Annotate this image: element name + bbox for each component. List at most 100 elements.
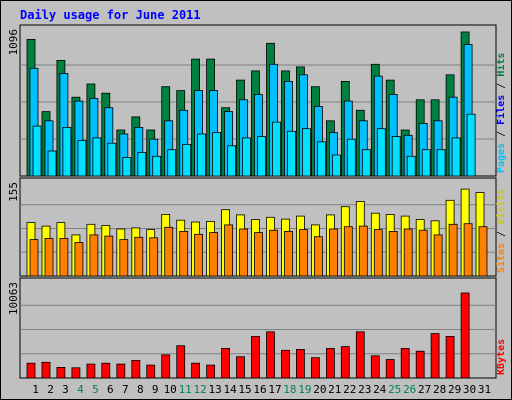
bar-middle-sites-14 xyxy=(224,224,234,277)
bar-bottom-kbytes-24 xyxy=(370,355,380,379)
bar-bottom-kbytes-2 xyxy=(41,361,51,379)
bar-top-pages-1 xyxy=(32,125,42,177)
x-tick-11: 11 xyxy=(179,383,192,396)
side-legend-pages: Pages xyxy=(496,143,507,173)
bar-middle-sites-13 xyxy=(209,232,219,277)
bar-bottom-kbytes-22 xyxy=(340,346,350,379)
x-tick-31: 31 xyxy=(478,383,491,396)
x-tick-16: 16 xyxy=(253,383,266,396)
x-tick-22: 22 xyxy=(343,383,356,396)
bar-bottom-kbytes-27 xyxy=(415,350,425,379)
panel-top-ymax-label: 1096 xyxy=(7,29,20,56)
x-tick-17: 17 xyxy=(268,383,281,396)
bar-middle-sites-7 xyxy=(119,239,129,277)
bar-top-pages-18 xyxy=(287,130,296,177)
bar-top-pages-29 xyxy=(451,137,461,177)
side-legend-separator: / xyxy=(496,225,507,243)
bar-bottom-kbytes-17 xyxy=(266,331,275,379)
bar-middle-sites-15 xyxy=(239,228,248,277)
bar-top-pages-5 xyxy=(92,137,102,177)
x-tick-13: 13 xyxy=(208,383,221,396)
bar-top-pages-8 xyxy=(137,151,147,177)
bar-bottom-kbytes-28 xyxy=(430,333,440,379)
x-tick-4: 4 xyxy=(77,383,84,396)
panel-middle-ymax-label: 155 xyxy=(7,182,20,202)
x-tick-26: 26 xyxy=(403,383,416,396)
x-tick-24: 24 xyxy=(373,383,387,396)
chart-title: Daily usage for June 2011 xyxy=(20,8,201,22)
bar-middle-sites-22 xyxy=(343,226,353,277)
bar-top-pages-15 xyxy=(242,137,251,177)
bar-middle-sites-29 xyxy=(448,223,458,277)
bar-bottom-kbytes-8 xyxy=(131,359,141,379)
bar-top-pages-2 xyxy=(47,150,57,177)
panel-bottom-ymax-label: 10063 xyxy=(7,282,20,315)
x-tick-14: 14 xyxy=(223,383,237,396)
bar-bottom-kbytes-10 xyxy=(161,354,171,379)
bar-middle-sites-21 xyxy=(328,228,338,277)
bar-middle-sites-31 xyxy=(478,226,488,277)
x-tick-20: 20 xyxy=(313,383,326,396)
bar-middle-sites-5 xyxy=(89,234,99,277)
bar-top-pages-13 xyxy=(212,132,222,177)
bar-middle-sites-18 xyxy=(284,230,293,277)
bar-bottom-kbytes-9 xyxy=(146,364,156,379)
bar-middle-sites-16 xyxy=(254,232,263,277)
x-tick-29: 29 xyxy=(448,383,461,396)
bar-bottom-kbytes-12 xyxy=(191,362,201,379)
x-tick-15: 15 xyxy=(238,383,251,396)
bar-middle-sites-24 xyxy=(373,229,383,277)
side-legend-files: Files xyxy=(495,95,507,125)
bar-bottom-kbytes-16 xyxy=(251,335,260,379)
bar-middle-sites-2 xyxy=(44,237,54,277)
bar-bottom-kbytes-5 xyxy=(86,363,96,379)
bar-top-pages-3 xyxy=(62,127,72,177)
bar-middle-sites-8 xyxy=(134,236,144,277)
bar-bottom-kbytes-11 xyxy=(176,345,186,379)
x-tick-9: 9 xyxy=(152,383,159,396)
side-legend-separator: / xyxy=(496,125,507,143)
bar-bottom-kbytes-30 xyxy=(460,292,470,379)
bar-middle-sites-6 xyxy=(104,235,114,277)
x-tick-12: 12 xyxy=(193,383,206,396)
bar-middle-sites-26 xyxy=(403,228,413,277)
x-tick-23: 23 xyxy=(358,383,371,396)
bar-top-pages-28 xyxy=(436,149,446,177)
bar-bottom-kbytes-25 xyxy=(385,359,395,379)
bar-middle-sites-10 xyxy=(164,226,174,277)
bar-bottom-kbytes-6 xyxy=(101,362,111,379)
bar-top-pages-26 xyxy=(406,155,416,177)
bar-top-pages-21 xyxy=(331,154,341,177)
bar-bottom-kbytes-18 xyxy=(281,349,290,379)
x-tick-8: 8 xyxy=(137,383,144,396)
x-tick-5: 5 xyxy=(92,383,99,396)
side-legend-sites: Sites xyxy=(495,243,507,273)
bar-bottom-kbytes-23 xyxy=(355,331,365,379)
bar-middle-sites-28 xyxy=(433,234,443,277)
panel-bottom-side-legend: KBytes xyxy=(496,339,507,375)
bar-top-pages-11 xyxy=(182,144,192,177)
bar-middle-sites-9 xyxy=(149,237,159,277)
bar-bottom-kbytes-21 xyxy=(325,347,335,379)
bar-bottom-kbytes-1 xyxy=(26,362,36,379)
bar-top-pages-10 xyxy=(167,149,177,177)
bar-bottom-kbytes-4 xyxy=(71,367,81,379)
bar-bottom-kbytes-15 xyxy=(236,356,245,379)
bar-middle-sites-27 xyxy=(418,229,428,277)
panel-middle-side-legend: Sites / Visits xyxy=(495,189,507,273)
x-tick-6: 6 xyxy=(107,383,114,396)
bar-middle-sites-20 xyxy=(313,236,323,277)
bar-middle-sites-25 xyxy=(388,230,398,277)
bar-bottom-kbytes-7 xyxy=(116,363,126,379)
x-tick-28: 28 xyxy=(433,383,446,396)
bar-bottom-kbytes-14 xyxy=(221,347,231,379)
x-tick-25: 25 xyxy=(388,383,401,396)
x-tick-3: 3 xyxy=(62,383,69,396)
panel-top-side-legend: Pages / Files / Hits xyxy=(495,53,507,173)
bar-bottom-kbytes-13 xyxy=(206,364,216,379)
bar-top-pages-30 xyxy=(466,113,476,177)
bar-top-pages-9 xyxy=(152,155,162,177)
bar-top-pages-19 xyxy=(301,128,311,177)
side-legend-visits: Visits xyxy=(495,189,507,225)
